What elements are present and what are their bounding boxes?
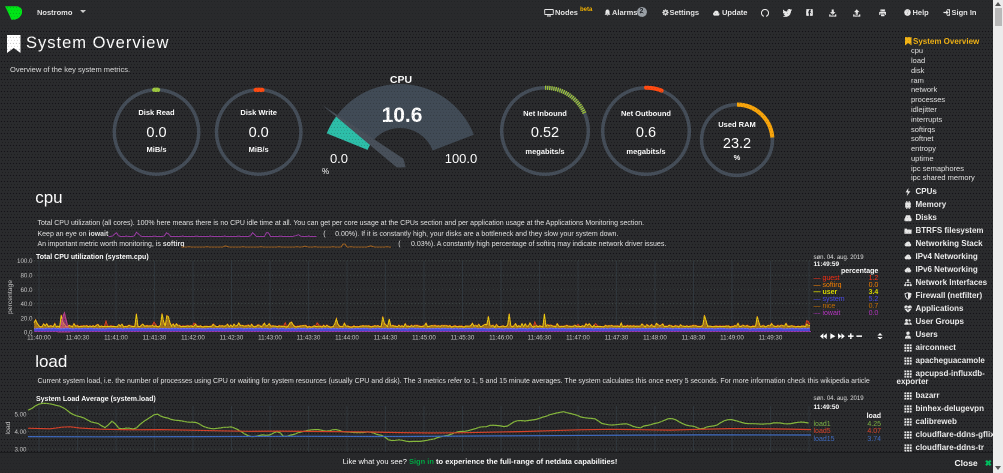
svg-text:11:49:30: 11:49:30 xyxy=(759,335,783,342)
svg-text:11:44:00: 11:44:00 xyxy=(335,335,359,342)
svg-text:11:44:30: 11:44:30 xyxy=(374,335,398,342)
svg-text:11:43:00: 11:43:00 xyxy=(258,335,282,342)
svg-text:0.0: 0.0 xyxy=(24,330,33,337)
svg-text:11:47:30: 11:47:30 xyxy=(605,335,629,342)
svg-text:40.0: 40.0 xyxy=(20,301,33,308)
svg-text:60.0: 60.0 xyxy=(20,287,33,294)
svg-text:11:45:00: 11:45:00 xyxy=(412,335,436,342)
svg-text:5.00: 5.00 xyxy=(14,411,27,418)
svg-text:11:42:00: 11:42:00 xyxy=(181,335,205,342)
svg-text:80.0: 80.0 xyxy=(20,273,33,280)
svg-text:11:48:30: 11:48:30 xyxy=(682,335,706,342)
svg-text:11:48:00: 11:48:00 xyxy=(643,335,667,342)
svg-text:11:46:30: 11:46:30 xyxy=(528,335,552,342)
svg-text:11:43:30: 11:43:30 xyxy=(297,335,321,342)
svg-text:100.0: 100.0 xyxy=(17,258,33,265)
svg-text:11:41:30: 11:41:30 xyxy=(143,335,167,342)
svg-text:11:41:00: 11:41:00 xyxy=(104,335,128,342)
svg-text:11:45:30: 11:45:30 xyxy=(451,335,475,342)
svg-text:11:42:30: 11:42:30 xyxy=(220,335,244,342)
svg-text:11:49:00: 11:49:00 xyxy=(720,335,744,342)
svg-text:11:46:00: 11:46:00 xyxy=(489,335,513,342)
svg-text:load: load xyxy=(5,421,12,434)
svg-text:11:47:00: 11:47:00 xyxy=(566,335,590,342)
svg-text:4.00: 4.00 xyxy=(14,429,27,436)
svg-text:percentage: percentage xyxy=(7,280,14,314)
svg-text:20.0: 20.0 xyxy=(20,315,33,322)
svg-text:11:40:30: 11:40:30 xyxy=(66,335,90,342)
